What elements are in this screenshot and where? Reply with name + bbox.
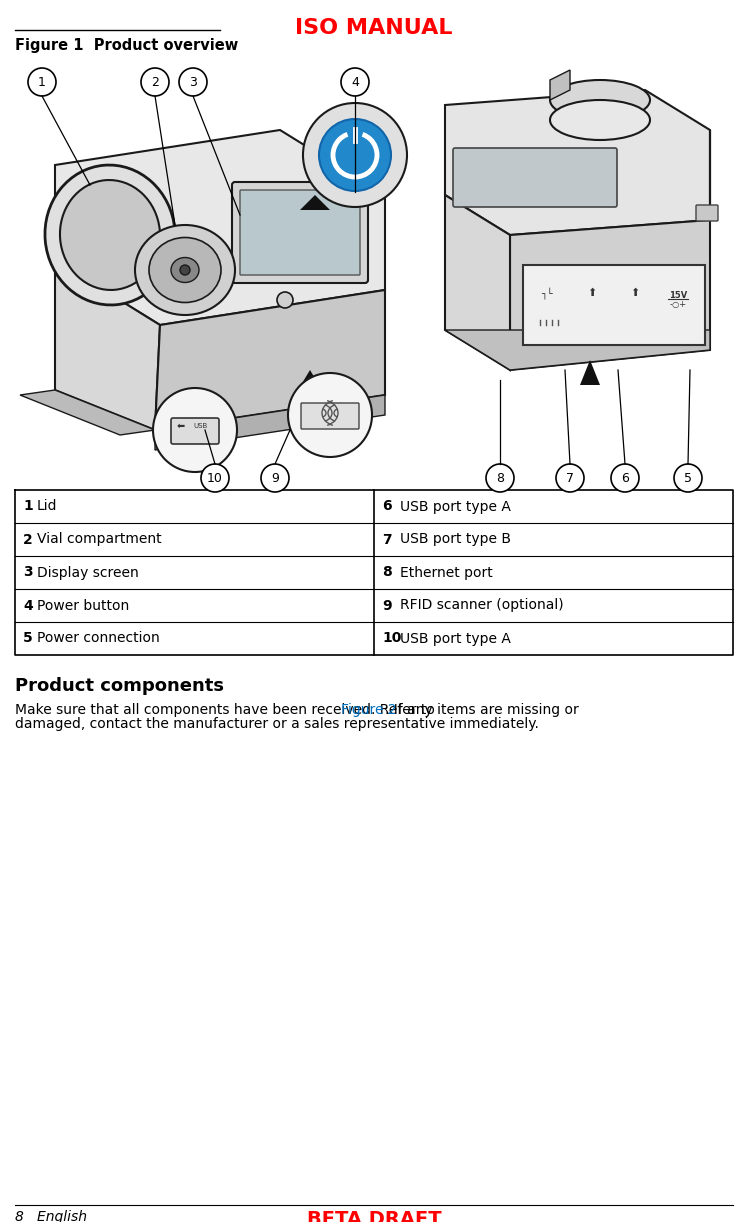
Text: -○+: -○+ [669, 301, 687, 309]
Text: 9: 9 [271, 472, 279, 484]
Text: USB: USB [193, 423, 207, 429]
FancyBboxPatch shape [232, 182, 368, 284]
Polygon shape [55, 260, 160, 430]
Text: Figure 2: Figure 2 [340, 703, 396, 717]
Circle shape [556, 464, 584, 492]
Circle shape [341, 68, 369, 97]
Circle shape [672, 312, 682, 321]
FancyBboxPatch shape [171, 418, 219, 444]
Ellipse shape [550, 100, 650, 141]
Text: 3: 3 [23, 566, 33, 579]
Ellipse shape [60, 180, 160, 290]
FancyBboxPatch shape [240, 189, 360, 275]
Ellipse shape [45, 165, 175, 306]
Text: BETA DRAFT: BETA DRAFT [307, 1210, 441, 1222]
Circle shape [611, 464, 639, 492]
Polygon shape [185, 390, 215, 411]
Text: USB port type A: USB port type A [400, 500, 511, 513]
Text: Product components: Product components [15, 677, 224, 695]
Polygon shape [155, 395, 385, 450]
Text: 2: 2 [151, 76, 159, 88]
Text: 5: 5 [684, 472, 692, 484]
Polygon shape [580, 360, 600, 385]
Text: USB port type B: USB port type B [400, 533, 511, 546]
Circle shape [486, 464, 514, 492]
Text: Make sure that all components have been received. Refer to: Make sure that all components have been … [15, 703, 439, 717]
Text: damaged, contact the manufacturer or a sales representative immediately.: damaged, contact the manufacturer or a s… [15, 717, 539, 731]
Polygon shape [550, 70, 570, 100]
Text: 8: 8 [382, 566, 392, 579]
Circle shape [261, 464, 289, 492]
Ellipse shape [149, 237, 221, 303]
Text: ⬆: ⬆ [631, 288, 640, 298]
Ellipse shape [550, 79, 650, 120]
Circle shape [153, 389, 237, 472]
Text: Ethernet port: Ethernet port [400, 566, 493, 579]
Text: ⬆: ⬆ [587, 288, 597, 298]
Text: 9: 9 [382, 599, 392, 612]
Text: ISO MANUAL: ISO MANUAL [295, 18, 453, 38]
Text: 10: 10 [207, 472, 223, 484]
Polygon shape [510, 130, 710, 370]
Polygon shape [445, 330, 710, 370]
Text: ┐└: ┐└ [541, 287, 553, 299]
FancyBboxPatch shape [301, 403, 359, 429]
Circle shape [319, 119, 391, 191]
Polygon shape [20, 390, 155, 435]
Text: 10: 10 [382, 632, 402, 645]
Circle shape [303, 103, 407, 207]
Polygon shape [445, 90, 710, 235]
Text: Figure 1  Product overview: Figure 1 Product overview [15, 38, 239, 53]
Text: . If any items are missing or: . If any items are missing or [384, 703, 579, 717]
Text: 4: 4 [23, 599, 33, 612]
Text: ⬅: ⬅ [177, 422, 185, 431]
FancyBboxPatch shape [453, 148, 617, 207]
Text: 4: 4 [351, 76, 359, 88]
Text: 7: 7 [566, 472, 574, 484]
Circle shape [141, 68, 169, 97]
Circle shape [28, 68, 56, 97]
Text: 5: 5 [23, 632, 33, 645]
FancyBboxPatch shape [579, 299, 609, 329]
Text: 8: 8 [496, 472, 504, 484]
Text: 6: 6 [382, 500, 392, 513]
Text: 7: 7 [382, 533, 392, 546]
FancyBboxPatch shape [525, 285, 695, 335]
Polygon shape [155, 290, 385, 430]
Text: 1: 1 [38, 76, 46, 88]
Text: Vial compartment: Vial compartment [37, 533, 162, 546]
Polygon shape [445, 196, 510, 370]
FancyBboxPatch shape [523, 265, 705, 345]
Text: RFID scanner (optional): RFID scanner (optional) [400, 599, 564, 612]
Text: 2: 2 [23, 533, 33, 546]
Text: 3: 3 [189, 76, 197, 88]
Circle shape [180, 265, 190, 275]
Circle shape [201, 464, 229, 492]
Text: Power connection: Power connection [37, 632, 160, 645]
Circle shape [179, 68, 207, 97]
Text: 15V: 15V [669, 291, 687, 299]
Ellipse shape [171, 258, 199, 282]
Text: 8   English: 8 English [15, 1210, 87, 1222]
FancyBboxPatch shape [534, 299, 566, 329]
Text: 6: 6 [621, 472, 629, 484]
Circle shape [288, 373, 372, 457]
Circle shape [665, 304, 689, 327]
Ellipse shape [135, 225, 235, 315]
Circle shape [277, 292, 293, 308]
Text: Lid: Lid [37, 500, 58, 513]
Text: USB port type A: USB port type A [400, 632, 511, 645]
Text: Display screen: Display screen [37, 566, 138, 579]
Text: Power button: Power button [37, 599, 129, 612]
FancyBboxPatch shape [622, 304, 654, 326]
FancyBboxPatch shape [696, 205, 718, 221]
Text: 1: 1 [23, 500, 33, 513]
Polygon shape [300, 196, 330, 210]
Polygon shape [55, 130, 385, 325]
Polygon shape [295, 370, 325, 395]
Circle shape [674, 464, 702, 492]
